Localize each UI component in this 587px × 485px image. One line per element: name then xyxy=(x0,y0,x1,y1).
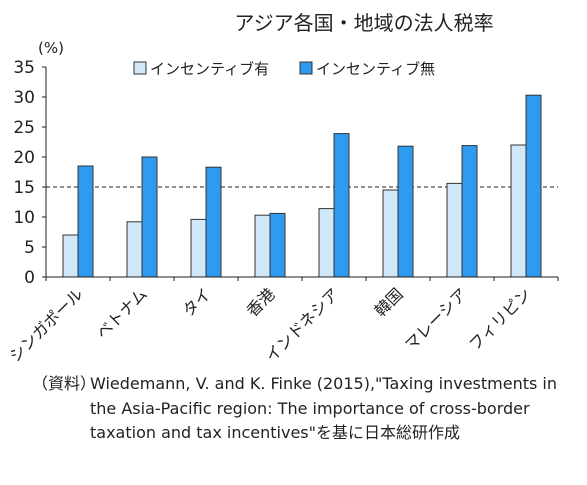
source-text: Wiedemann, V. and K. Finke (2015),"Taxin… xyxy=(90,374,557,442)
y-tick-label-15: 15 xyxy=(13,178,35,198)
legend: インセンティブ有 インセンティブ無 xyxy=(133,60,435,78)
y-tick-label-10: 10 xyxy=(13,208,35,228)
bar-no-incentive-4 xyxy=(333,133,350,278)
bar-incentive-1 xyxy=(126,221,143,278)
x-tick-label-1: ベトナム xyxy=(92,284,150,342)
x-tick-label-7: フィリピン xyxy=(465,284,535,354)
y-tick-label-25: 25 xyxy=(13,118,35,138)
bar-no-incentive-3 xyxy=(269,212,286,278)
x-tick-label-5: 韓国 xyxy=(371,284,407,320)
bar-incentive-5 xyxy=(382,189,399,278)
y-tick-label-30: 30 xyxy=(13,88,35,108)
bar-no-incentive-5 xyxy=(397,145,414,278)
y-tick-label-0: 0 xyxy=(24,268,35,288)
x-tick-label-2: タイ xyxy=(179,284,215,320)
y-axis-unit: (%) xyxy=(38,39,64,57)
legend-label-no-incentive: インセンティブ無 xyxy=(316,60,435,78)
bar-no-incentive-7 xyxy=(525,94,542,278)
legend-swatch-no-incentive xyxy=(299,61,313,75)
bar-no-incentive-0 xyxy=(77,165,94,278)
bar-incentive-4 xyxy=(318,208,335,278)
y-tick-label-20: 20 xyxy=(13,148,35,168)
bar-no-incentive-1 xyxy=(141,156,158,278)
bar-no-incentive-6 xyxy=(461,145,478,278)
bar-incentive-7 xyxy=(510,144,527,278)
x-tick-label-3: 香港 xyxy=(243,284,279,320)
legend-swatch-incentive xyxy=(133,61,147,75)
x-tick-label-0: シンガポール xyxy=(6,284,87,365)
bar-no-incentive-2 xyxy=(205,166,222,278)
y-tick-label-5: 5 xyxy=(24,238,35,258)
bar-chart: アジア各国・地域の法人税率 (%) インセンティブ有 インセンティブ無 0 5 10… xyxy=(6,11,559,366)
x-tick-label-6: マレーシア xyxy=(401,284,471,354)
legend-label-incentive: インセンティブ有 xyxy=(150,60,269,78)
bar-incentive-0 xyxy=(62,234,79,278)
bar-incentive-6 xyxy=(446,182,463,278)
y-tick-label-35: 35 xyxy=(13,58,35,78)
chart-title: アジア各国・地域の法人税率 xyxy=(234,11,493,35)
source-label: （資料） xyxy=(32,374,97,393)
source-note: （資料） Wiedemann, V. and K. Finke (2015),"… xyxy=(32,372,572,446)
bar-incentive-2 xyxy=(190,218,207,278)
bar-incentive-3 xyxy=(254,214,271,278)
